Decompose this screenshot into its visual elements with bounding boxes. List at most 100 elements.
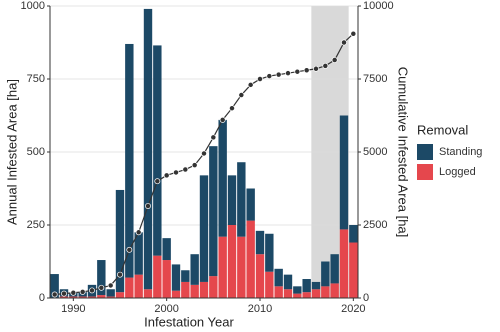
cumulative-point	[126, 246, 133, 253]
bar-segment	[339, 229, 349, 298]
bar-segment	[162, 260, 171, 298]
cumulative-point	[210, 134, 217, 141]
bar-segment	[209, 146, 218, 277]
cumulative-point	[238, 92, 245, 99]
cumulative-point	[89, 287, 95, 294]
bar-segment	[115, 189, 125, 293]
bar-segment	[283, 289, 293, 298]
cumulative-point	[266, 73, 273, 80]
legend-swatch	[417, 144, 433, 160]
bar-segment	[143, 8, 153, 290]
bar-segment	[134, 232, 143, 275]
bar-segment	[255, 254, 265, 298]
x-tick-label: 1990	[61, 303, 85, 315]
bar-segment	[265, 233, 274, 272]
cumulative-point	[275, 71, 282, 78]
bar-segment	[78, 296, 87, 298]
bar-segment	[330, 283, 339, 298]
y2-tick-label: 2500	[363, 219, 387, 231]
x-tick-label: 2020	[341, 303, 365, 315]
bar-segment	[283, 274, 293, 290]
y2-axis-title: Cumulative Infested Area [ha]	[396, 67, 411, 238]
bar-segment	[97, 295, 106, 298]
cumulative-point	[61, 290, 67, 297]
bar-segment	[321, 286, 330, 298]
bar-segment	[69, 296, 78, 298]
cumulative-point	[191, 162, 198, 169]
bar-segment	[274, 268, 283, 287]
bar-segment	[171, 264, 181, 291]
y-tick-label: 250	[27, 219, 45, 231]
legend-label: Logged	[439, 166, 476, 178]
legend-swatch	[417, 164, 433, 180]
bar-segment	[293, 286, 302, 294]
bar-segment	[50, 274, 59, 298]
cumulative-point	[322, 62, 329, 69]
y-tick-label: 500	[27, 146, 45, 158]
bar-segment	[218, 119, 227, 237]
bar-segment	[199, 281, 209, 298]
bar-segment	[339, 115, 349, 230]
cumulative-point	[107, 282, 114, 289]
cumulative-point	[294, 68, 301, 75]
legend-title: Removal	[417, 122, 468, 137]
y2-tick-label: 7500	[363, 73, 387, 85]
x-tick-label: 2000	[154, 303, 178, 315]
y-tick-label: 0	[39, 292, 45, 304]
y2-tick-label: 5000	[363, 146, 387, 158]
bar-segment	[199, 175, 209, 282]
y2-tick-label: 0	[363, 292, 369, 304]
cumulative-point	[341, 39, 347, 46]
cumulative-point	[117, 271, 123, 278]
bar-segment	[115, 292, 125, 298]
bar-segment	[255, 230, 265, 255]
cumulative-point	[98, 284, 105, 291]
cumulative-point	[303, 67, 310, 74]
x-axis-title: Infestation Year	[144, 314, 234, 329]
y-tick-label: 1000	[21, 0, 45, 12]
cumulative-point	[350, 30, 357, 37]
bar-segment	[237, 236, 246, 298]
bar-segment	[227, 225, 237, 298]
y-tick-label: 750	[27, 73, 45, 85]
cumulative-point	[79, 288, 86, 295]
bar-segment	[209, 276, 218, 298]
bar-segment	[171, 290, 181, 298]
cumulative-point	[51, 291, 58, 298]
cumulative-point	[154, 178, 161, 185]
bar-segment	[181, 270, 190, 282]
bar-segment	[246, 188, 255, 221]
cumulative-point	[201, 150, 207, 157]
bar-segment	[181, 281, 190, 298]
bar-segment	[143, 289, 153, 298]
cumulative-point	[219, 116, 226, 123]
bar-segment	[265, 271, 274, 298]
bar-segment	[311, 289, 321, 298]
bar-segment	[190, 254, 199, 285]
y-axis-title: Annual Infested Area [ha]	[4, 79, 19, 225]
bar-segment	[274, 286, 283, 298]
cumulative-point	[229, 105, 235, 112]
bar-segment	[87, 296, 97, 298]
cumulative-point	[313, 65, 319, 72]
cumulative-point	[182, 166, 189, 173]
bar-segment	[153, 45, 162, 256]
bar-segment	[321, 261, 330, 287]
bar-segment	[302, 292, 311, 298]
bar-segment	[190, 284, 199, 298]
bar-segment	[153, 255, 162, 298]
cumulative-point	[145, 203, 151, 209]
y2-tick-label: 10000	[363, 0, 394, 12]
bar-segment	[349, 225, 358, 243]
bar-segment	[227, 175, 237, 225]
bar-segment	[59, 296, 69, 298]
cumulative-point	[257, 76, 263, 82]
bar-segment	[218, 236, 227, 298]
legend-label: Standing	[439, 146, 482, 158]
bar-segment	[97, 260, 106, 296]
bar-segment	[134, 274, 143, 298]
x-tick-label: 2010	[248, 303, 272, 315]
cumulative-point	[135, 229, 142, 236]
bar-segment	[106, 296, 115, 298]
